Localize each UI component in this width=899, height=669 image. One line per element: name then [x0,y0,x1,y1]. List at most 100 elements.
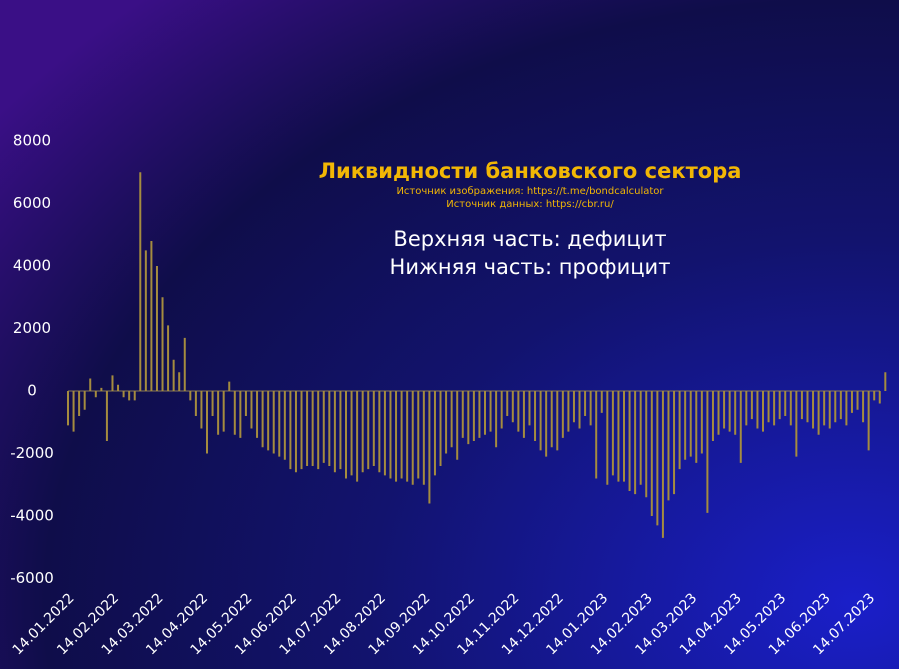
bar [623,391,625,482]
bar [100,387,103,391]
bar [567,391,570,432]
bar [244,391,247,416]
bar [617,391,620,482]
bar [839,391,842,420]
bar [144,250,147,391]
bar [817,391,820,435]
bar [94,391,97,398]
bar [217,391,220,435]
bar [111,375,114,391]
bar [767,391,770,423]
bar [678,391,681,470]
bar [522,391,525,438]
bar [311,391,314,466]
bar [289,391,292,470]
bar [756,391,759,429]
bar [345,391,347,479]
bar [517,391,520,432]
bar [406,391,409,482]
bar [806,391,809,423]
bar [167,325,170,391]
bar [728,391,731,432]
bar [411,391,414,485]
bar [300,391,303,470]
bar [78,391,81,416]
bar [367,391,370,470]
bar [456,391,459,460]
bar [222,391,225,432]
bar [800,391,803,420]
bar [484,391,486,435]
annotation: Нижняя часть: профицит [390,255,671,279]
bar [706,391,709,513]
bar [194,391,197,416]
bar [389,391,392,479]
bar [383,391,386,476]
bar [428,391,431,504]
bar [578,391,581,429]
bar [500,391,503,429]
annotation: Верхняя часть: дефицит [393,227,666,251]
bar [105,391,108,441]
bar [89,378,92,391]
bar [745,391,748,426]
bar [378,391,381,473]
bar [595,391,598,479]
bar [233,391,236,435]
bar [172,359,175,391]
bar [183,337,186,391]
bar [356,391,359,482]
bar [417,391,420,479]
bar [656,391,659,526]
bar [750,391,753,420]
bar [762,391,764,432]
bar [450,391,453,448]
bar [828,391,831,429]
y-tick-label: 0 [27,382,37,400]
bar [584,391,587,416]
y-tick-label: 2000 [13,319,51,337]
bar [711,391,714,441]
bar [823,391,826,426]
bar [361,391,364,473]
bar [278,391,281,457]
bar [778,391,781,420]
bar [689,391,692,457]
bar [433,391,436,476]
bar [511,391,514,423]
bar [884,372,887,391]
bar [395,391,398,482]
subtitle: Источник данных: https://cbr.ru/ [446,199,614,210]
bar [856,391,859,410]
bar [155,266,158,391]
bar [556,391,559,451]
bar [639,391,642,485]
bar [534,391,537,441]
bar [445,391,448,454]
subtitle: Источник изображения: https://t.me/bondc… [396,186,664,197]
bar [528,391,531,426]
bar [845,391,848,426]
bar [206,391,208,454]
bar [739,391,742,463]
bar [834,391,837,423]
bar [333,391,336,473]
bar [539,391,542,451]
bar [795,391,798,457]
bar [673,391,676,495]
y-tick-label: -2000 [10,444,54,462]
bar [789,391,792,426]
bar [422,391,425,485]
bar [122,391,125,398]
bar [117,384,120,391]
bar [461,391,464,438]
bar [628,391,631,491]
bar [317,391,320,470]
bar [83,391,86,410]
bar [717,391,720,435]
bar [489,391,492,432]
bar [695,391,698,463]
bar [139,172,142,391]
bar [862,391,865,423]
bar [267,391,270,451]
